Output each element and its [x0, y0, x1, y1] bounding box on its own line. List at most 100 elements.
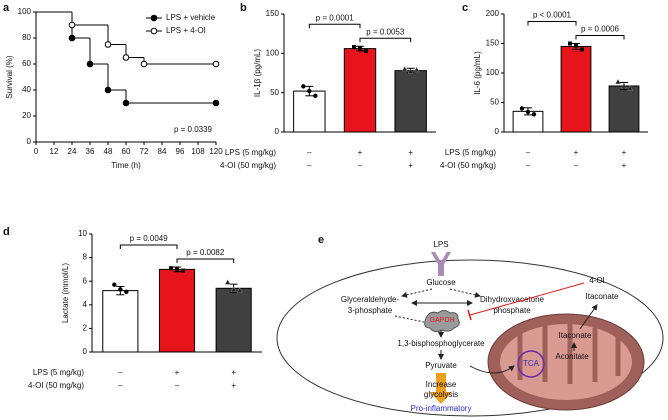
y-axis-label: Lactate (mmol/L): [61, 263, 70, 323]
x-tick-label: 72: [140, 147, 149, 156]
enzyme: GAPDH: [430, 317, 455, 324]
enzyme-cloud: [424, 310, 460, 333]
comparison-label: p = 0.0082: [186, 248, 225, 257]
row-mark: +: [574, 148, 579, 157]
comparison-bracket: [308, 23, 361, 29]
y-tick-label: 150: [486, 39, 500, 48]
point: [401, 66, 408, 72]
row-mark: –: [526, 148, 531, 157]
bar: [560, 45, 592, 133]
row-label: LPS (5 mg/kg): [445, 148, 496, 157]
y-tick-label: 0: [495, 127, 500, 136]
y-tick-label: 20: [22, 111, 31, 120]
y-tick-label: 0: [27, 137, 32, 146]
y-tick-label: 6: [83, 276, 88, 285]
x-tick-label: 36: [86, 147, 95, 156]
x-tick-label: 24: [68, 147, 77, 156]
row-mark: +: [622, 148, 627, 157]
itaconate-in: Itaconate: [559, 331, 592, 340]
marker: [86, 60, 94, 68]
g3p: Glyceraldehyde-: [341, 295, 400, 304]
row-label: LPS (5 mg/kg): [225, 148, 276, 157]
row-mark: +: [231, 368, 236, 377]
arrow: [469, 365, 515, 374]
y-tick-label: 60: [22, 59, 31, 68]
comparison-label: p = 0.0001: [316, 13, 355, 22]
point: [230, 286, 237, 292]
y-tick-label: 8: [83, 253, 88, 262]
legend-marker: [150, 14, 158, 22]
big-arrow: [430, 373, 452, 404]
g3p: 3-phosphate: [348, 306, 393, 315]
arrow: [579, 304, 598, 330]
row-mark: +: [408, 148, 413, 157]
point: [531, 112, 537, 117]
x-tick-label: 12: [50, 147, 59, 156]
point: [175, 267, 179, 272]
point: [407, 68, 414, 74]
row-mark: –: [307, 161, 312, 170]
comparison-label: p < 0.0001: [533, 11, 572, 20]
row-mark: –: [307, 148, 312, 157]
marker: [212, 99, 220, 107]
comparison-label: p = 0.0006: [581, 25, 620, 34]
row-mark: –: [358, 161, 363, 170]
comparison-label: p = 0.0049: [130, 234, 169, 243]
row-mark: +: [408, 161, 413, 170]
point: [181, 268, 185, 273]
row-mark: +: [622, 161, 627, 170]
cycle-ring: [517, 350, 545, 378]
inhibition-bar: [467, 309, 472, 321]
bar: [293, 90, 326, 133]
marker: [122, 54, 130, 61]
arrow: [394, 315, 425, 323]
comparison-bracket: [527, 21, 577, 26]
annotation: p = 0.0339: [174, 125, 213, 134]
stimulus: LPS: [433, 240, 448, 249]
bar: [343, 48, 377, 133]
row-mark: +: [175, 368, 180, 377]
point: [615, 78, 621, 85]
marker: [122, 99, 130, 107]
x-tick-label: 84: [158, 147, 167, 156]
point: [358, 46, 362, 51]
point: [352, 45, 356, 50]
y-tick-label: 100: [18, 7, 32, 16]
outcome: Pro-inflammatory: [411, 404, 472, 413]
bar: [394, 70, 427, 133]
point: [118, 287, 123, 292]
marker: [140, 60, 148, 68]
mito-inner: [500, 324, 632, 400]
x-tick-label: 108: [191, 147, 205, 156]
inhibitor: 4-OI: [589, 276, 605, 285]
panel-label: e: [318, 234, 324, 246]
y-tick-label: 200: [486, 9, 500, 18]
row-mark: +: [231, 381, 236, 390]
marker: [68, 21, 76, 29]
point: [301, 84, 306, 89]
x-tick-label: 96: [176, 147, 185, 156]
row-mark: –: [175, 381, 180, 390]
cycle: TCA: [523, 359, 540, 368]
x-tick-label: 120: [209, 147, 223, 156]
comparison-bracket: [575, 35, 625, 40]
point: [413, 66, 420, 73]
bar: [215, 287, 252, 353]
comparison-bracket: [359, 37, 412, 43]
y-tick-label: 4: [83, 300, 88, 309]
aconitate: Aconitate: [555, 352, 589, 361]
x-tick-label: 0: [34, 147, 39, 156]
bar: [158, 268, 196, 353]
cristae: [517, 320, 621, 384]
y-tick-label: 50: [490, 98, 499, 107]
y-tick-label: 40: [22, 85, 31, 94]
row-mark: –: [118, 368, 123, 377]
row-label: LPS (5 mg/kg): [33, 368, 84, 377]
x-tick-label: 48: [104, 147, 113, 156]
point: [313, 93, 318, 99]
bar: [608, 85, 640, 133]
legend-label: LPS + 4-OI: [166, 26, 206, 35]
y-tick-label: 100: [266, 48, 280, 57]
y-tick-label: 0: [83, 347, 88, 356]
